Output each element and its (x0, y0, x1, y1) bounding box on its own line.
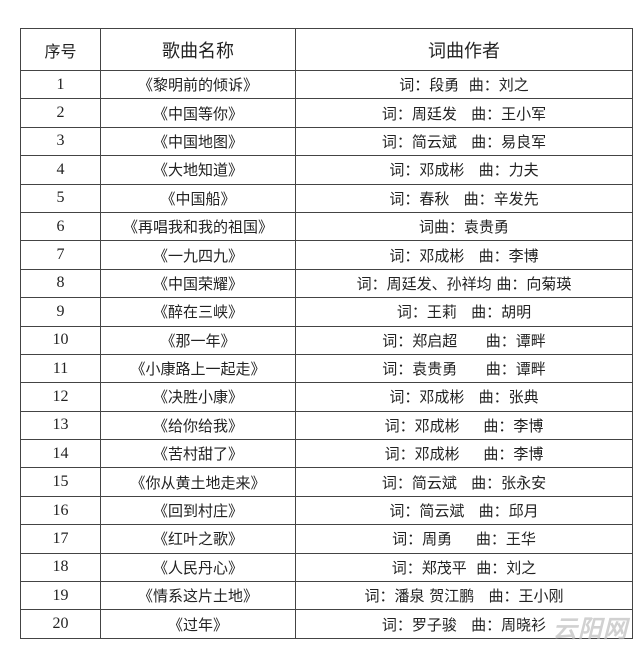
song-name: 《一九四九》 (100, 240, 296, 270)
song-name: 《中国船》 (100, 183, 296, 213)
song-name: 《你从黄土地走来》 (100, 467, 296, 497)
row-number: 14 (20, 439, 101, 469)
table-row: 15 《你从黄土地走来》 词：简云斌 曲：张永安 (20, 467, 633, 497)
song-credits: 词：邓成彬 曲：李博 (295, 439, 633, 469)
song-name: 《再唱我和我的祖国》 (100, 211, 296, 242)
song-credits: 词：郑茂平 曲：刘之 (295, 552, 633, 583)
row-number: 5 (20, 183, 101, 213)
row-number: 8 (20, 268, 101, 299)
song-credits: 词：周廷发 曲：王小军 (295, 98, 633, 128)
row-number: 19 (20, 581, 101, 611)
song-name: 《决胜小康》 (100, 382, 296, 412)
song-name: 《黎明前的倾诉》 (100, 69, 296, 100)
song-credits: 词曲：袁贵勇 (295, 211, 633, 242)
song-credits: 词：邓成彬 曲：力夫 (295, 155, 633, 185)
row-number: 10 (20, 325, 101, 355)
song-credits: 词：邓成彬 曲：李博 (295, 240, 633, 270)
table-row: 8 《中国荣耀》 词：周廷发、孙祥均 曲：向菊瑛 (20, 268, 633, 299)
table-row: 20 《过年》 词：罗子骏 曲：周晓衫 (20, 609, 633, 639)
row-number: 11 (20, 353, 101, 384)
row-number: 15 (20, 467, 101, 497)
header-credits: 词曲作者 (295, 28, 633, 71)
table-row: 19 《情系这片土地》 词：潘泉 贺江鹏 曲：王小刚 (20, 581, 633, 611)
song-credits: 词：袁贵勇 曲：谭畔 (295, 353, 633, 384)
song-credits: 词：简云斌 曲：易良军 (295, 126, 633, 157)
table-row: 18 《人民丹心》 词：郑茂平 曲：刘之 (20, 552, 633, 583)
row-number: 16 (20, 495, 101, 526)
song-credits: 词：段勇 曲：刘之 (295, 69, 633, 100)
table-row: 10 《那一年》 词：郑启超 曲：谭畔 (20, 325, 633, 355)
song-name: 《给你给我》 (100, 410, 296, 441)
song-name: 《回到村庄》 (100, 495, 296, 526)
table-row: 5 《中国船》 词：春秋 曲：辛发先 (20, 183, 633, 213)
table-row: 16 《回到村庄》 词：简云斌 曲：邱月 (20, 495, 633, 526)
table-row: 9 《醉在三峡》 词：王莉 曲：胡明 (20, 297, 633, 327)
row-number: 12 (20, 382, 101, 412)
song-name: 《过年》 (100, 609, 296, 639)
song-credits: 词：罗子骏 曲：周晓衫 (295, 609, 633, 639)
header-number: 序号 (20, 28, 101, 71)
song-name: 《小康路上一起走》 (100, 353, 296, 384)
table-row: 4 《大地知道》 词：邓成彬 曲：力夫 (20, 155, 633, 185)
song-credits: 词：郑启超 曲：谭畔 (295, 325, 633, 355)
row-number: 6 (20, 211, 101, 242)
row-number: 17 (20, 524, 101, 554)
song-name: 《中国等你》 (100, 98, 296, 128)
song-credits: 词：简云斌 曲：邱月 (295, 495, 633, 526)
song-name: 《苦村甜了》 (100, 439, 296, 469)
song-name: 《情系这片土地》 (100, 581, 296, 611)
song-credits: 词：简云斌 曲：张永安 (295, 467, 633, 497)
song-credits: 词：春秋 曲：辛发先 (295, 183, 633, 213)
song-name: 《人民丹心》 (100, 552, 296, 583)
song-credits: 词：邓成彬 曲：张典 (295, 382, 633, 412)
table-row: 12 《决胜小康》 词：邓成彬 曲：张典 (20, 382, 633, 412)
song-credits: 词：王莉 曲：胡明 (295, 297, 633, 327)
song-name: 《醉在三峡》 (100, 297, 296, 327)
row-number: 2 (20, 98, 101, 128)
table-row: 6 《再唱我和我的祖国》 词曲：袁贵勇 (20, 211, 633, 242)
song-credits: 词：邓成彬 曲：李博 (295, 410, 633, 441)
song-name: 《那一年》 (100, 325, 296, 355)
header-row: 序号 歌曲名称 词曲作者 (20, 28, 633, 71)
song-name: 《红叶之歌》 (100, 524, 296, 554)
table-row: 17 《红叶之歌》 词：周勇 曲：王华 (20, 524, 633, 554)
song-credits: 词：周勇 曲：王华 (295, 524, 633, 554)
row-number: 13 (20, 410, 101, 441)
row-number: 1 (20, 69, 101, 100)
row-number: 18 (20, 552, 101, 583)
song-name: 《大地知道》 (100, 155, 296, 185)
row-number: 4 (20, 155, 101, 185)
table-row: 11 《小康路上一起走》 词：袁贵勇 曲：谭畔 (20, 353, 633, 384)
table-row: 13 《给你给我》 词：邓成彬 曲：李博 (20, 410, 633, 441)
song-table: 序号 歌曲名称 词曲作者 1 《黎明前的倾诉》 词：段勇 曲：刘之 2 《中国等你》 词：… (20, 28, 633, 639)
table-row: 14 《苦村甜了》 词：邓成彬 曲：李博 (20, 439, 633, 469)
table-row: 7 《一九四九》 词：邓成彬 曲：李博 (20, 240, 633, 270)
table-row: 1 《黎明前的倾诉》 词：段勇 曲：刘之 (20, 69, 633, 100)
table-row: 3 《中国地图》 词：简云斌 曲：易良军 (20, 126, 633, 157)
watermark-logo: 云阳网 (553, 615, 628, 643)
song-credits: 词：周廷发、孙祥均 曲：向菊瑛 (295, 268, 633, 299)
row-number: 3 (20, 126, 101, 157)
row-number: 9 (20, 297, 101, 327)
header-song-name: 歌曲名称 (100, 28, 296, 71)
song-name: 《中国地图》 (100, 126, 296, 157)
row-number: 20 (20, 609, 101, 639)
song-credits: 词：潘泉 贺江鹏 曲：王小刚 (295, 581, 633, 611)
table-row: 2 《中国等你》 词：周廷发 曲：王小军 (20, 98, 633, 128)
row-number: 7 (20, 240, 101, 270)
song-name: 《中国荣耀》 (100, 268, 296, 299)
